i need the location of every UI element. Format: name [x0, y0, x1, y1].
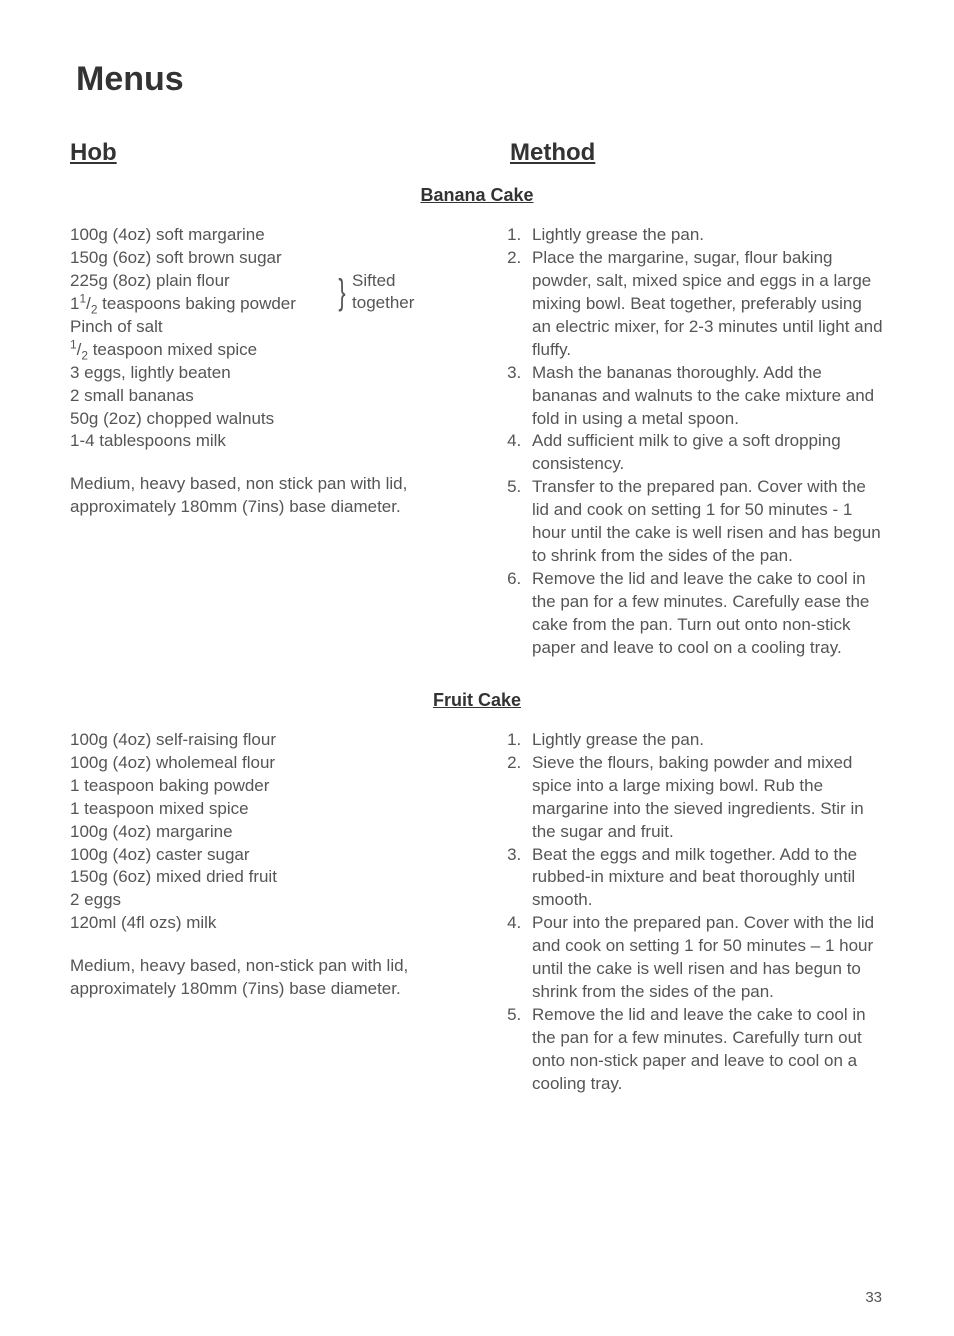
header-columns: Hob Method: [70, 139, 884, 185]
ingredients-list: 100g (4oz) soft margarine 150g (6oz) sof…: [70, 224, 430, 453]
equipment-note: Medium, heavy based, non-stick pan with …: [70, 955, 430, 1001]
ingredients-list: 100g (4oz) self-raising flour 100g (4oz)…: [70, 729, 430, 935]
ingredient-line: 1 teaspoon baking powder: [70, 775, 430, 798]
method-step: Lightly grease the pan.: [526, 224, 884, 247]
equipment-note: Medium, heavy based, non stick pan with …: [70, 473, 430, 519]
page-number: 33: [865, 1289, 882, 1306]
brace-icon: }: [338, 274, 345, 310]
recipe-block: Banana Cake 100g (4oz) soft margarine 15…: [70, 185, 884, 660]
ingredient-line: 150g (6oz) mixed dried fruit: [70, 866, 430, 889]
ingredient-line: 100g (4oz) self-raising flour: [70, 729, 430, 752]
ingredient-line: 2 small bananas: [70, 385, 430, 408]
recipe-block: Fruit Cake 100g (4oz) self-raising flour…: [70, 690, 884, 1096]
ingredient-line: 150g (6oz) soft brown sugar: [70, 247, 430, 270]
ingredient-line: Pinch of salt: [70, 316, 430, 339]
method-step: Beat the eggs and milk together. Add to …: [526, 844, 884, 913]
ingredient-line: 120ml (4fl ozs) milk: [70, 912, 430, 935]
sifted-group: 225g (8oz) plain flour 11/2 teaspoons ba…: [70, 270, 430, 316]
ingredient-line: 100g (4oz) wholemeal flour: [70, 752, 430, 775]
method-step: Place the margarine, sugar, flour baking…: [526, 247, 884, 362]
ingredient-line: 50g (2oz) chopped walnuts: [70, 408, 430, 431]
ingredient-line: 100g (4oz) caster sugar: [70, 844, 430, 867]
recipe-title: Banana Cake: [70, 185, 884, 206]
method-list: Lightly grease the pan. Place the margar…: [470, 224, 884, 660]
method-list: Lightly grease the pan. Sieve the flours…: [470, 729, 884, 1096]
method-step: Remove the lid and leave the cake to coo…: [526, 568, 884, 660]
method-step: Transfer to the prepared pan. Cover with…: [526, 476, 884, 568]
ingredient-line: 2 eggs: [70, 889, 430, 912]
sift-note-line: Sifted: [352, 270, 414, 292]
ingredient-line: 1 teaspoon mixed spice: [70, 798, 430, 821]
left-column-heading: Hob: [70, 139, 430, 167]
page-title: Menus: [76, 60, 884, 99]
ingredient-line: 1/2 teaspoon mixed spice: [70, 339, 430, 362]
ingredient-line: 1-4 tablespoons milk: [70, 430, 430, 453]
method-step: Sieve the flours, baking powder and mixe…: [526, 752, 884, 844]
method-step: Add sufficient milk to give a soft dropp…: [526, 430, 884, 476]
method-step: Pour into the prepared pan. Cover with t…: [526, 912, 884, 1004]
method-step: Remove the lid and leave the cake to coo…: [526, 1004, 884, 1096]
right-column-heading: Method: [510, 139, 884, 167]
ingredient-line: 100g (4oz) margarine: [70, 821, 430, 844]
ingredient-line: 100g (4oz) soft margarine: [70, 224, 430, 247]
recipe-title: Fruit Cake: [70, 690, 884, 711]
method-step: Mash the bananas thoroughly. Add the ban…: [526, 362, 884, 431]
method-step: Lightly grease the pan.: [526, 729, 884, 752]
sift-note-line: together: [352, 292, 414, 314]
brace-annotation: } Sifted together: [336, 268, 414, 316]
ingredient-line: 3 eggs, lightly beaten: [70, 362, 430, 385]
